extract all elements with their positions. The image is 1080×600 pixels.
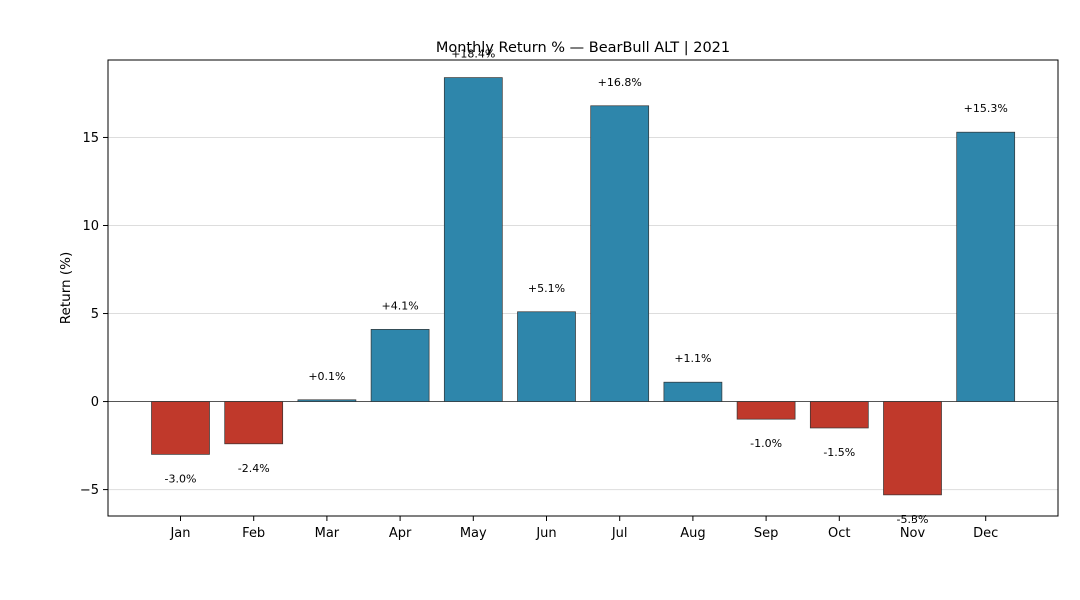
data-label-jul: +16.8% (598, 76, 642, 89)
data-label-jun: +5.1% (528, 282, 565, 295)
bar-feb (224, 401, 284, 445)
bar-jun (517, 311, 576, 402)
data-labels: -3.0% -2.4% +0.1% +4.1% +18.4% +5.1% +16.8% +1.… (165, 48, 1008, 526)
bar-oct (809, 401, 869, 429)
x-tick-label: Mar (315, 526, 340, 541)
x-axis-ticks: Jan Feb Mar Apr May Jun Jul Aug Sep Oct Nov Dec (169, 516, 998, 541)
x-tick-label: Jun (535, 526, 556, 541)
bar-jul (590, 105, 650, 402)
bar-mar (297, 399, 357, 402)
x-tick-label: Apr (389, 526, 412, 541)
bars (151, 77, 1016, 496)
bar-may (443, 77, 503, 402)
data-label-jan: -3.0% (165, 472, 197, 485)
data-label-feb: -2.4% (238, 462, 270, 475)
data-label-apr: +4.1% (382, 299, 419, 312)
x-tick-label: Oct (828, 526, 850, 541)
data-label-oct: -1.5% (823, 446, 855, 459)
x-tick-label: Nov (900, 526, 926, 541)
y-tick-label: −5 (80, 483, 99, 498)
y-tick-label: 5 (91, 307, 99, 322)
x-tick-label: Jan (169, 526, 190, 541)
y-tick-label: 15 (82, 131, 99, 146)
x-tick-label: Dec (973, 526, 998, 541)
plot-frame (107, 59, 1059, 517)
bar-jan (151, 401, 210, 455)
x-tick-label: Feb (242, 526, 265, 541)
y-axis-ticks: −5 0 5 10 15 (80, 131, 108, 498)
y-axis-label: Return (%) (58, 252, 74, 324)
x-tick-label: Aug (680, 526, 705, 541)
data-label-dec: +15.3% (964, 102, 1008, 115)
x-tick-label: Jul (611, 526, 628, 541)
bar-sep (736, 401, 796, 420)
bar-nov (883, 401, 942, 496)
bar-aug (663, 381, 723, 402)
y-tick-label: 0 (91, 395, 99, 410)
chart-title: Monthly Return % — BearBull ALT | 2021 (436, 40, 730, 56)
bar-apr (370, 329, 430, 402)
bar-dec (956, 131, 1016, 402)
x-tick-label: May (460, 526, 487, 541)
data-label-aug: +1.1% (674, 352, 711, 365)
data-label-mar: +0.1% (308, 370, 345, 383)
data-label-may: +18.4% (451, 48, 495, 61)
x-tick-label: Sep (754, 526, 779, 541)
data-label-sep: -1.0% (750, 437, 782, 450)
y-tick-label: 10 (82, 219, 99, 234)
